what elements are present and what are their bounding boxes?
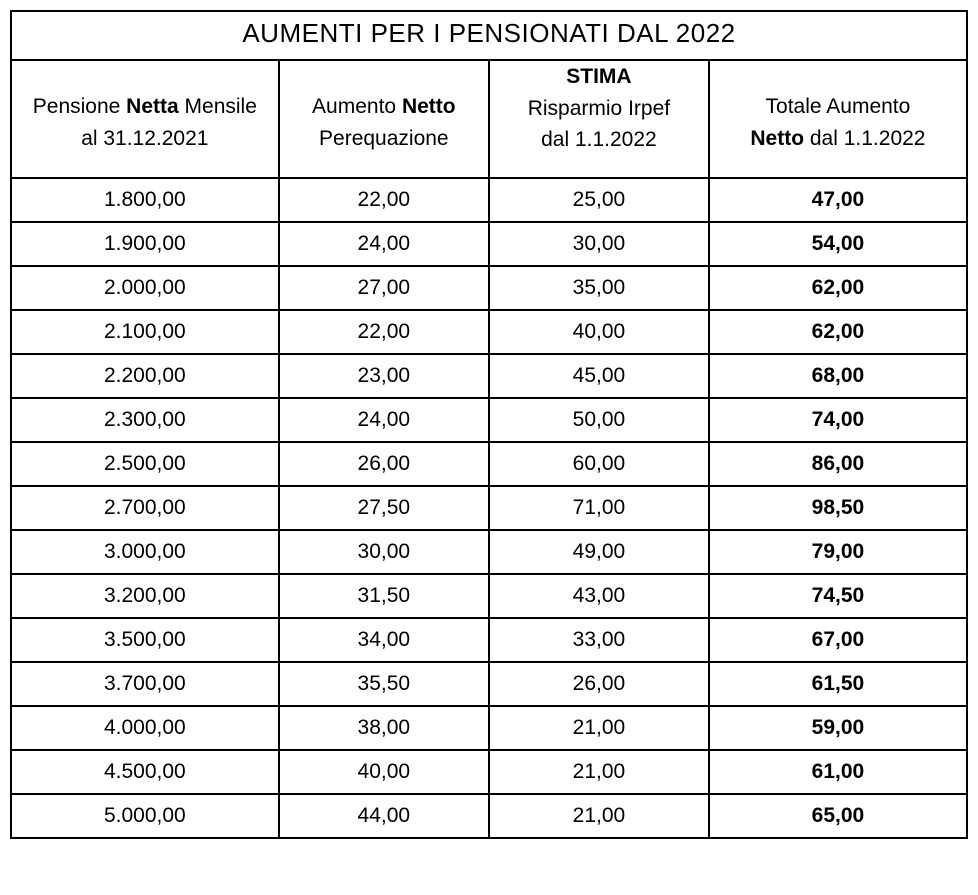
table-cell: 3.200,00 [11, 574, 279, 618]
table-cell: 25,00 [489, 178, 709, 222]
table-cell: 79,00 [709, 530, 967, 574]
table-cell: 59,00 [709, 706, 967, 750]
table-cell: 98,50 [709, 486, 967, 530]
col1-bottom: al 31.12.2021 [20, 123, 270, 155]
table-cell: 2.700,00 [11, 486, 279, 530]
table-row: 3.000,0030,0049,0079,00 [11, 530, 967, 574]
table-row: 4.000,0038,0021,0059,00 [11, 706, 967, 750]
table-row: 2.200,0023,0045,0068,00 [11, 354, 967, 398]
table-cell: 4.500,00 [11, 750, 279, 794]
table-cell: 30,00 [489, 222, 709, 266]
table-cell: 24,00 [279, 398, 489, 442]
table-cell: 61,50 [709, 662, 967, 706]
table-cell: 54,00 [709, 222, 967, 266]
col1-top-suffix: Mensile [179, 95, 257, 118]
table-row: 2.700,0027,5071,0098,50 [11, 486, 967, 530]
table-cell: 61,00 [709, 750, 967, 794]
table-row: 2.100,0022,0040,0062,00 [11, 310, 967, 354]
table-cell: 74,00 [709, 398, 967, 442]
table-row: 1.900,0024,0030,0054,00 [11, 222, 967, 266]
col4-bottom-bold: Netto [750, 127, 804, 150]
col2-top-bold: Netto [402, 95, 456, 118]
col1-top-bold: Netta [126, 95, 179, 118]
table-row: 3.500,0034,0033,0067,00 [11, 618, 967, 662]
table-cell: 27,50 [279, 486, 489, 530]
table-cell: 45,00 [489, 354, 709, 398]
table-cell: 62,00 [709, 310, 967, 354]
table-cell: 30,00 [279, 530, 489, 574]
column-header-aumento: Aumento Netto Perequazione [279, 60, 489, 178]
table-row: 4.500,0040,0021,0061,00 [11, 750, 967, 794]
table-cell: 68,00 [709, 354, 967, 398]
column-header-pensione: Pensione Netta Mensile al 31.12.2021 [11, 60, 279, 178]
table-cell: 22,00 [279, 310, 489, 354]
table-cell: 2.200,00 [11, 354, 279, 398]
col4-top-prefix: Totale Aumento [718, 91, 958, 123]
table-cell: 23,00 [279, 354, 489, 398]
table-cell: 31,50 [279, 574, 489, 618]
col3-prebold: STIMA [498, 61, 700, 93]
col1-top-prefix: Pensione [33, 95, 126, 118]
table-row: 3.700,0035,5026,0061,50 [11, 662, 967, 706]
pension-table: AUMENTI PER I PENSIONATI DAL 2022 Pensio… [10, 10, 968, 839]
table-cell: 2.500,00 [11, 442, 279, 486]
table-cell: 22,00 [279, 178, 489, 222]
col4-bottom-suffix: dal 1.1.2022 [804, 127, 925, 150]
table-cell: 26,00 [279, 442, 489, 486]
table-cell: 43,00 [489, 574, 709, 618]
table-cell: 1.900,00 [11, 222, 279, 266]
table-cell: 44,00 [279, 794, 489, 838]
table-cell: 26,00 [489, 662, 709, 706]
table-cell: 74,50 [709, 574, 967, 618]
table-cell: 40,00 [279, 750, 489, 794]
table-cell: 38,00 [279, 706, 489, 750]
table-title: AUMENTI PER I PENSIONATI DAL 2022 [11, 11, 967, 60]
table-cell: 67,00 [709, 618, 967, 662]
column-header-stima: STIMA Risparmio Irpef dal 1.1.2022 [489, 60, 709, 178]
table-cell: 35,50 [279, 662, 489, 706]
table-cell: 34,00 [279, 618, 489, 662]
table-cell: 71,00 [489, 486, 709, 530]
table-cell: 3.000,00 [11, 530, 279, 574]
table-row: 1.800,0022,0025,0047,00 [11, 178, 967, 222]
table-cell: 2.100,00 [11, 310, 279, 354]
table-cell: 27,00 [279, 266, 489, 310]
table-cell: 40,00 [489, 310, 709, 354]
table-row: 2.000,0027,0035,0062,00 [11, 266, 967, 310]
col3-top-prefix: Risparmio Irpef [498, 93, 700, 125]
table-cell: 35,00 [489, 266, 709, 310]
table-row: 5.000,0044,0021,0065,00 [11, 794, 967, 838]
table-cell: 21,00 [489, 794, 709, 838]
col3-bottom: dal 1.1.2022 [498, 124, 700, 156]
table-row: 2.500,0026,0060,0086,00 [11, 442, 967, 486]
col2-bottom: Perequazione [288, 123, 480, 155]
table-cell: 2.300,00 [11, 398, 279, 442]
table-cell: 2.000,00 [11, 266, 279, 310]
table-cell: 3.700,00 [11, 662, 279, 706]
table-cell: 62,00 [709, 266, 967, 310]
table-cell: 47,00 [709, 178, 967, 222]
table-cell: 4.000,00 [11, 706, 279, 750]
table-cell: 50,00 [489, 398, 709, 442]
table-cell: 3.500,00 [11, 618, 279, 662]
table-cell: 60,00 [489, 442, 709, 486]
table-cell: 49,00 [489, 530, 709, 574]
column-header-totale: Totale Aumento Netto dal 1.1.2022 [709, 60, 967, 178]
table-row: 2.300,0024,0050,0074,00 [11, 398, 967, 442]
table-row: 3.200,0031,5043,0074,50 [11, 574, 967, 618]
table-cell: 5.000,00 [11, 794, 279, 838]
col2-top-prefix: Aumento [312, 95, 402, 118]
table-cell: 21,00 [489, 750, 709, 794]
table-cell: 1.800,00 [11, 178, 279, 222]
table-cell: 33,00 [489, 618, 709, 662]
table-cell: 86,00 [709, 442, 967, 486]
table-cell: 21,00 [489, 706, 709, 750]
table-cell: 65,00 [709, 794, 967, 838]
table-cell: 24,00 [279, 222, 489, 266]
